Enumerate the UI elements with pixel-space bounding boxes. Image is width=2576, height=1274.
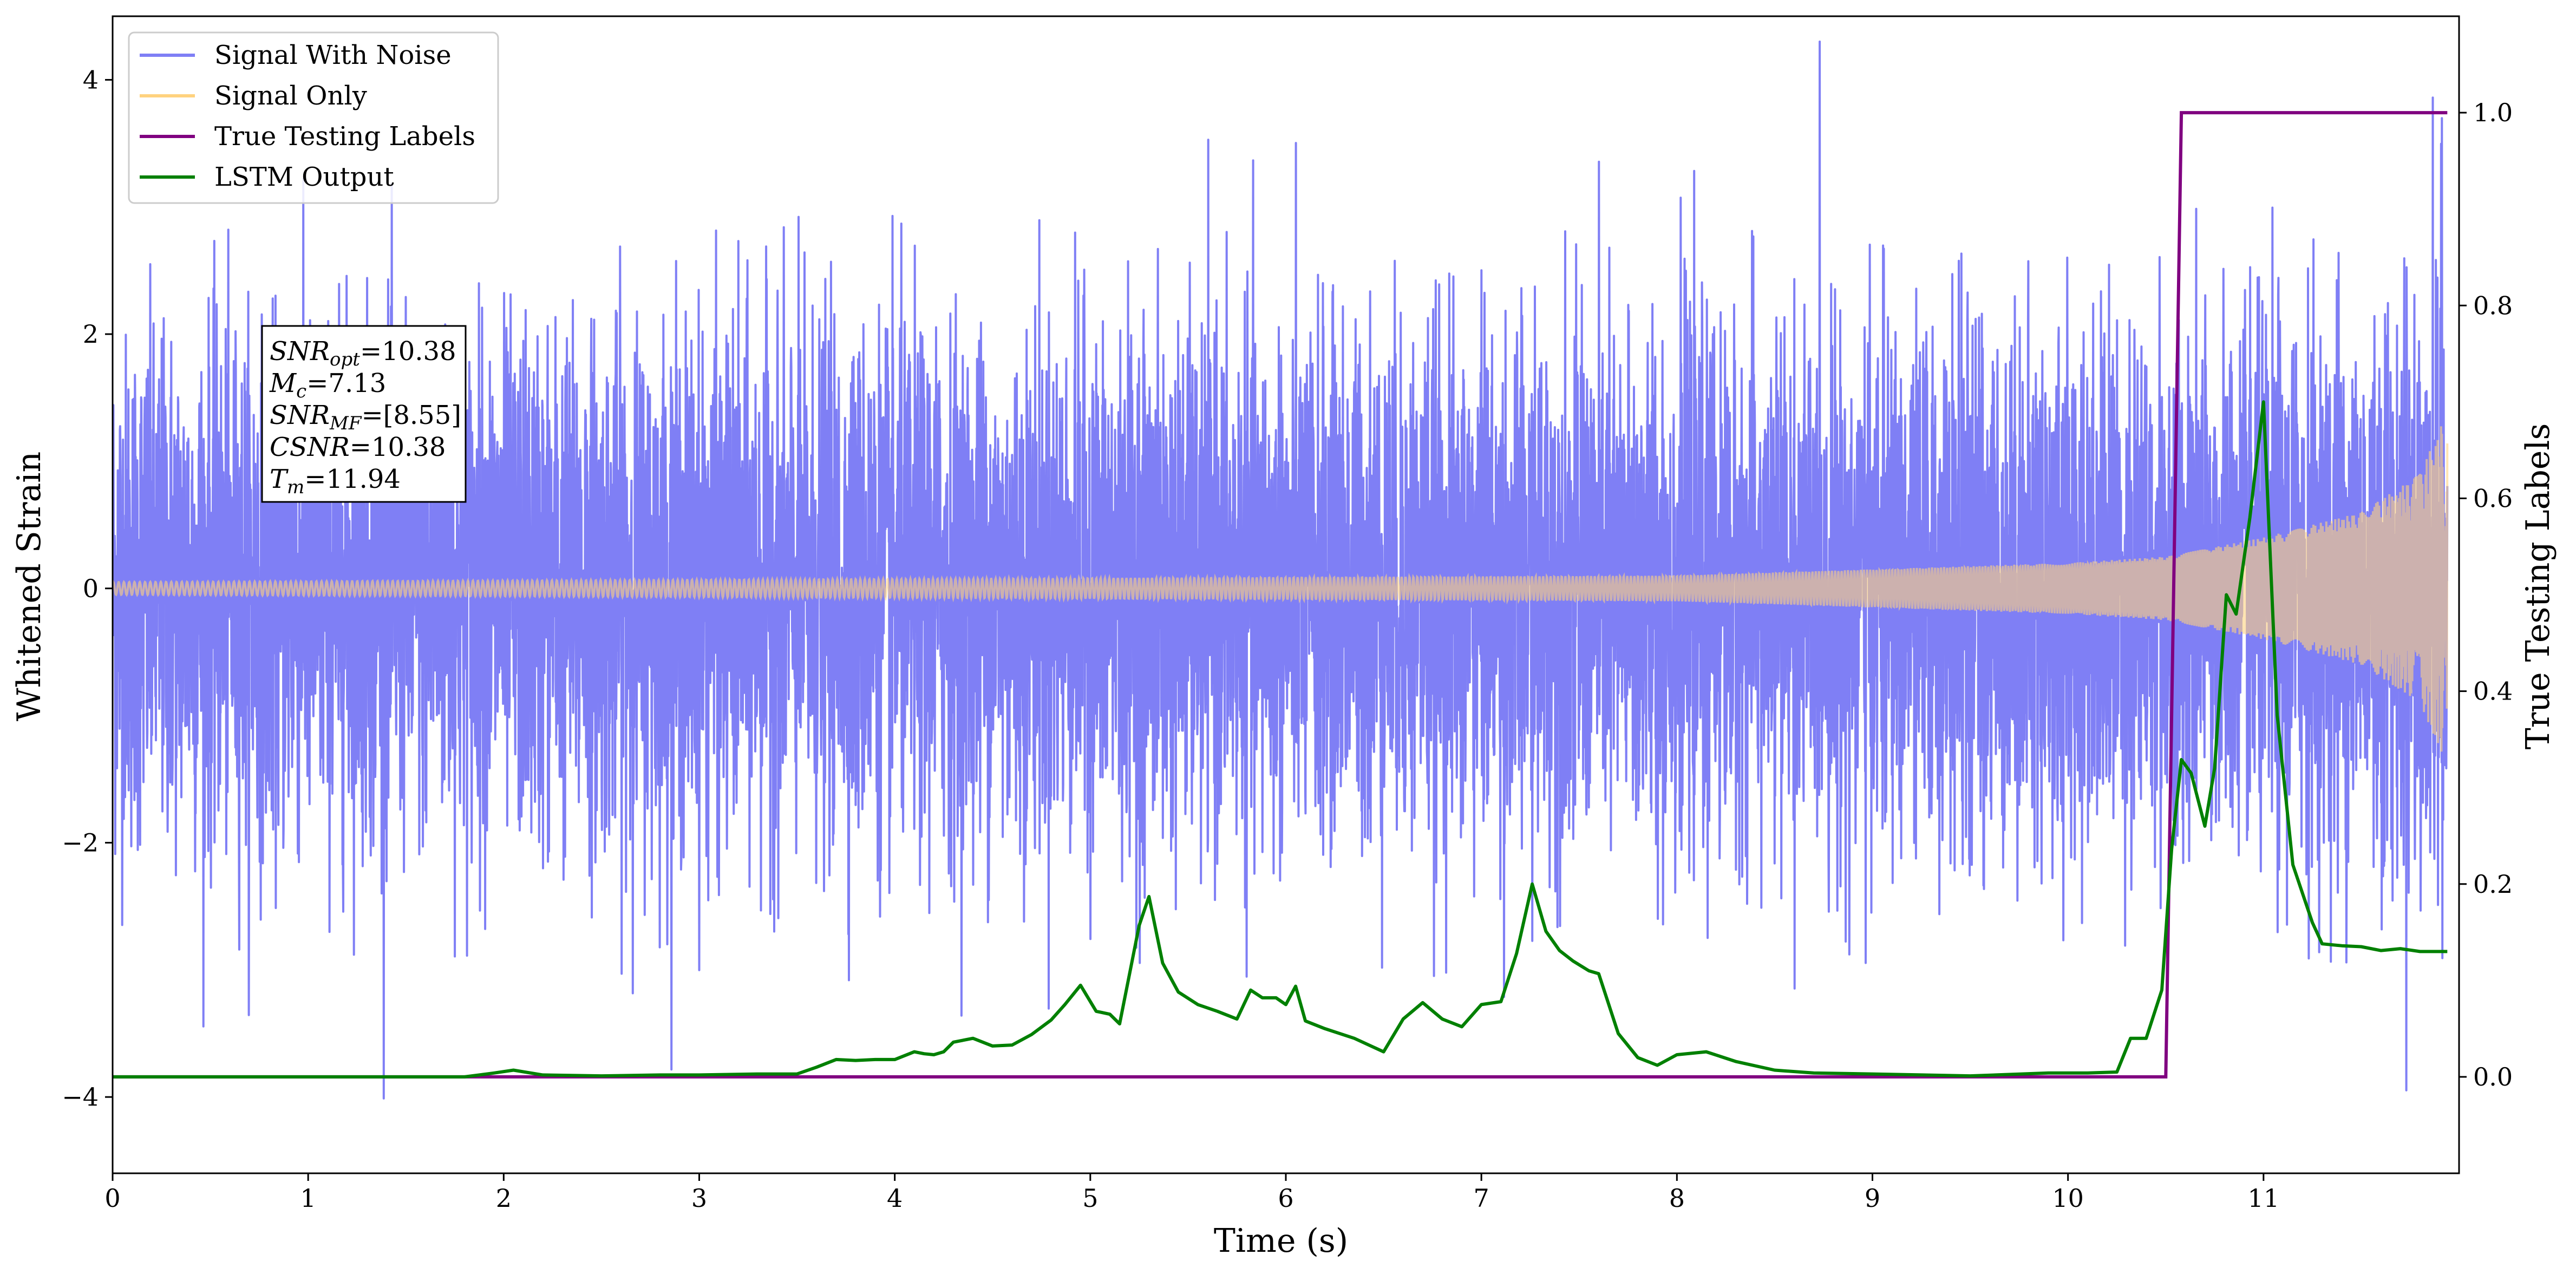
series-true-testing-labels — [113, 111, 2448, 1079]
legend-label: LSTM Output — [214, 162, 394, 192]
y-left-axis: −4 −2 0 2 4 — [62, 65, 113, 1112]
x-tick-label: 6 — [1278, 1184, 1293, 1213]
annotation-line: Tm=11.94 — [270, 464, 401, 498]
y-left-tick-label: 0 — [83, 574, 99, 603]
x-tick-label: 9 — [1865, 1184, 1880, 1213]
annotation-line: SNRMF=[8.55] — [270, 400, 461, 434]
y-right-tick-label: 0.0 — [2473, 1062, 2513, 1092]
x-tick-label: 2 — [496, 1184, 512, 1213]
annotation-line: Mc=7.13 — [269, 368, 386, 402]
x-tick-label: 1 — [300, 1184, 316, 1213]
annotation-line: CSNR=10.38 — [270, 432, 446, 462]
x-tick-label: 7 — [1474, 1184, 1489, 1213]
legend: Signal With Noise Signal Only True Testing… — [128, 31, 499, 204]
y-left-axis-label: Whitened Strain — [10, 452, 48, 721]
y-right-tick-label: 1.0 — [2473, 98, 2513, 127]
legend-label: True Testing Labels — [214, 121, 475, 152]
series-layer — [113, 40, 2449, 1100]
y-right-axis-label: True Testing Labels — [2519, 423, 2557, 750]
y-left-tick-label: 4 — [83, 65, 99, 94]
y-left-tick-label: −2 — [62, 828, 99, 857]
x-tick-label: 5 — [1082, 1184, 1098, 1213]
x-tick-label: 3 — [691, 1184, 707, 1213]
legend-label: Signal With Noise — [214, 40, 452, 70]
y-right-tick-label: 0.4 — [2473, 677, 2513, 706]
x-tick-label: 8 — [1669, 1184, 1685, 1213]
legend-label: Signal Only — [214, 81, 367, 111]
x-tick-label: 10 — [2052, 1184, 2084, 1213]
x-tick-label: 4 — [887, 1184, 903, 1213]
x-axis: 0 1 2 3 4 5 6 7 8 9 10 11 — [104, 1173, 2279, 1213]
x-tick-label: 11 — [2248, 1184, 2280, 1213]
annotation-line: SNRopt=10.38 — [270, 336, 456, 370]
x-axis-label: Time (s) — [1214, 1222, 1348, 1260]
series-lstm-output — [113, 400, 2448, 1079]
x-tick-label: 0 — [104, 1184, 120, 1213]
y-right-axis: 0.0 0.2 0.4 0.6 0.8 1.0 — [2459, 98, 2513, 1092]
series-signal-only — [113, 426, 2449, 752]
annotation-box: SNRopt=10.38Mc=7.13SNRMF=[8.55]CSNR=10.3… — [261, 325, 467, 503]
y-left-tick-label: −4 — [62, 1082, 99, 1112]
annotation-frame — [261, 325, 467, 503]
y-right-tick-label: 0.2 — [2473, 870, 2513, 899]
y-right-tick-label: 0.6 — [2473, 484, 2513, 513]
y-right-tick-label: 0.8 — [2473, 291, 2513, 320]
y-left-tick-label: 2 — [83, 319, 99, 349]
legend-box — [128, 31, 499, 204]
